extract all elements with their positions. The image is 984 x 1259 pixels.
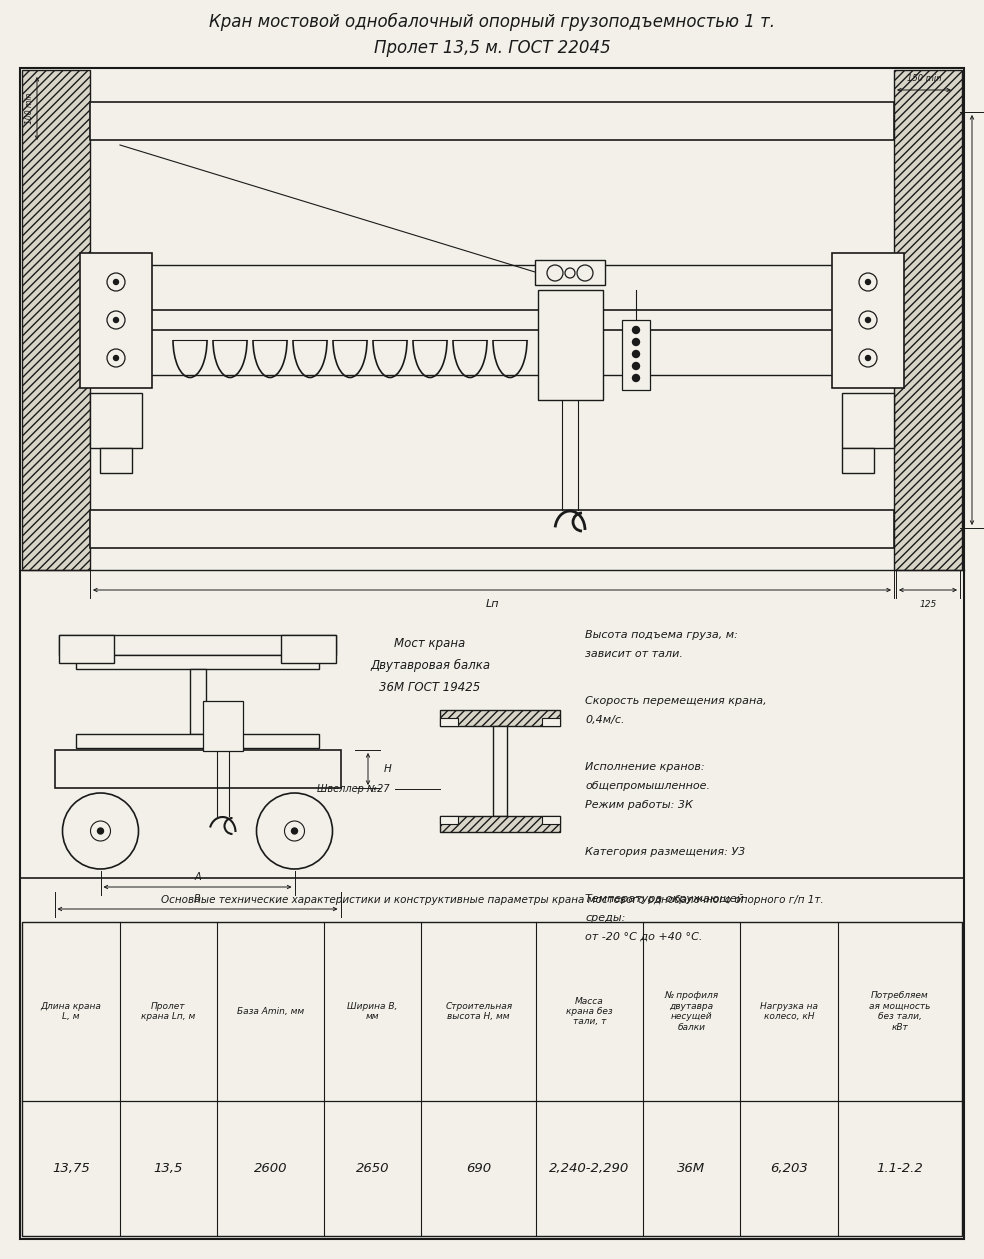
- Bar: [542, 718, 560, 726]
- Bar: [98, 310, 886, 330]
- Text: База Amin, мм: База Amin, мм: [237, 1007, 304, 1016]
- Text: 2600: 2600: [254, 1162, 287, 1175]
- Text: 36М ГОСТ 19425: 36М ГОСТ 19425: [380, 681, 480, 694]
- Text: Пролет 13,5 м. ГОСТ 22045: Пролет 13,5 м. ГОСТ 22045: [374, 39, 610, 57]
- Bar: [76, 734, 320, 748]
- Bar: [537, 290, 602, 400]
- Text: A: A: [194, 872, 201, 883]
- Bar: [90, 393, 142, 447]
- Text: Масса
крана без
тали, т: Масса крана без тали, т: [566, 997, 613, 1026]
- Bar: [440, 710, 560, 726]
- Circle shape: [866, 279, 871, 285]
- Text: H: H: [384, 764, 392, 774]
- Bar: [493, 726, 507, 816]
- Circle shape: [97, 828, 103, 833]
- Text: 1.1-2.2: 1.1-2.2: [877, 1162, 923, 1175]
- Circle shape: [633, 326, 640, 334]
- Bar: [100, 447, 132, 472]
- Bar: [22, 71, 90, 570]
- Text: 36М: 36М: [677, 1162, 706, 1175]
- Bar: [59, 635, 114, 663]
- Bar: [59, 635, 336, 655]
- Bar: [76, 655, 320, 669]
- Text: среды:: среды:: [585, 913, 626, 923]
- Text: Мост крана: Мост крана: [395, 637, 465, 650]
- Bar: [90, 102, 894, 140]
- Circle shape: [113, 355, 118, 360]
- Bar: [440, 718, 458, 726]
- Text: 13,5: 13,5: [154, 1162, 183, 1175]
- Bar: [203, 701, 242, 752]
- Text: Ширина B,
мм: Ширина B, мм: [347, 1002, 398, 1021]
- Text: Режим работы: 3К: Режим работы: 3К: [585, 799, 693, 810]
- Bar: [190, 669, 206, 734]
- Circle shape: [113, 279, 118, 285]
- Bar: [832, 253, 904, 388]
- Text: Потребляем
ая мощность
без тали,
кВт: Потребляем ая мощность без тали, кВт: [869, 991, 931, 1031]
- Text: 2,240-2,290: 2,240-2,290: [549, 1162, 630, 1175]
- Bar: [440, 816, 458, 823]
- Bar: [842, 447, 874, 472]
- Text: 0,4м/с.: 0,4м/с.: [585, 715, 625, 725]
- Text: 100 min: 100 min: [25, 93, 33, 125]
- Text: Нагрузка на
колесо, кН: Нагрузка на колесо, кН: [760, 1002, 818, 1021]
- Text: Швеллер №27: Швеллер №27: [318, 784, 390, 794]
- Text: Lп: Lп: [485, 599, 499, 609]
- Circle shape: [633, 339, 640, 345]
- Bar: [80, 253, 152, 388]
- Text: 150 min: 150 min: [906, 73, 942, 83]
- Text: Категория размещения: У3: Категория размещения: У3: [585, 847, 745, 857]
- Text: № профиля
двутавра
несущей
балки: № профиля двутавра несущей балки: [664, 991, 718, 1031]
- Text: Двутавровая балка: Двутавровая балка: [370, 658, 490, 671]
- Text: Строительная
высота H, мм: Строительная высота H, мм: [445, 1002, 513, 1021]
- Circle shape: [866, 355, 871, 360]
- Text: 6,203: 6,203: [770, 1162, 808, 1175]
- Text: Кран мостовой однобалочный опорный грузоподъемностью 1 т.: Кран мостовой однобалочный опорный грузо…: [209, 13, 775, 31]
- Bar: [280, 635, 336, 663]
- Bar: [535, 261, 605, 285]
- Text: 13,75: 13,75: [52, 1162, 90, 1175]
- Circle shape: [633, 374, 640, 381]
- Circle shape: [633, 350, 640, 358]
- Text: Длина крана
L, м: Длина крана L, м: [40, 1002, 101, 1021]
- Text: общепромышленное.: общепромышленное.: [585, 781, 710, 791]
- Text: 2650: 2650: [355, 1162, 389, 1175]
- Text: Температура окружающей: Температура окружающей: [585, 894, 744, 904]
- Circle shape: [113, 317, 118, 322]
- Text: зависит от тали.: зависит от тали.: [585, 648, 683, 658]
- Text: Исполнение кранов:: Исполнение кранов:: [585, 762, 705, 772]
- Bar: [54, 750, 340, 788]
- Bar: [22, 922, 962, 1236]
- Text: Скорость перемещения крана,: Скорость перемещения крана,: [585, 696, 767, 706]
- Bar: [842, 393, 894, 447]
- Text: Высота подъема груза, м:: Высота подъема груза, м:: [585, 630, 738, 640]
- Bar: [894, 71, 962, 570]
- Circle shape: [866, 317, 871, 322]
- Circle shape: [633, 363, 640, 369]
- Text: от -20 °С до +40 °С.: от -20 °С до +40 °С.: [585, 932, 703, 942]
- Text: Основные технические характеристики и конструктивные параметры крана мостового о: Основные технические характеристики и ко…: [160, 895, 824, 905]
- Bar: [622, 320, 650, 390]
- Bar: [440, 816, 560, 832]
- Text: B: B: [194, 894, 201, 904]
- Text: Пролет
крана Lп, м: Пролет крана Lп, м: [141, 1002, 196, 1021]
- Text: 690: 690: [466, 1162, 491, 1175]
- Bar: [542, 816, 560, 823]
- Text: 125: 125: [919, 599, 937, 608]
- Bar: [90, 510, 894, 548]
- Circle shape: [291, 828, 297, 833]
